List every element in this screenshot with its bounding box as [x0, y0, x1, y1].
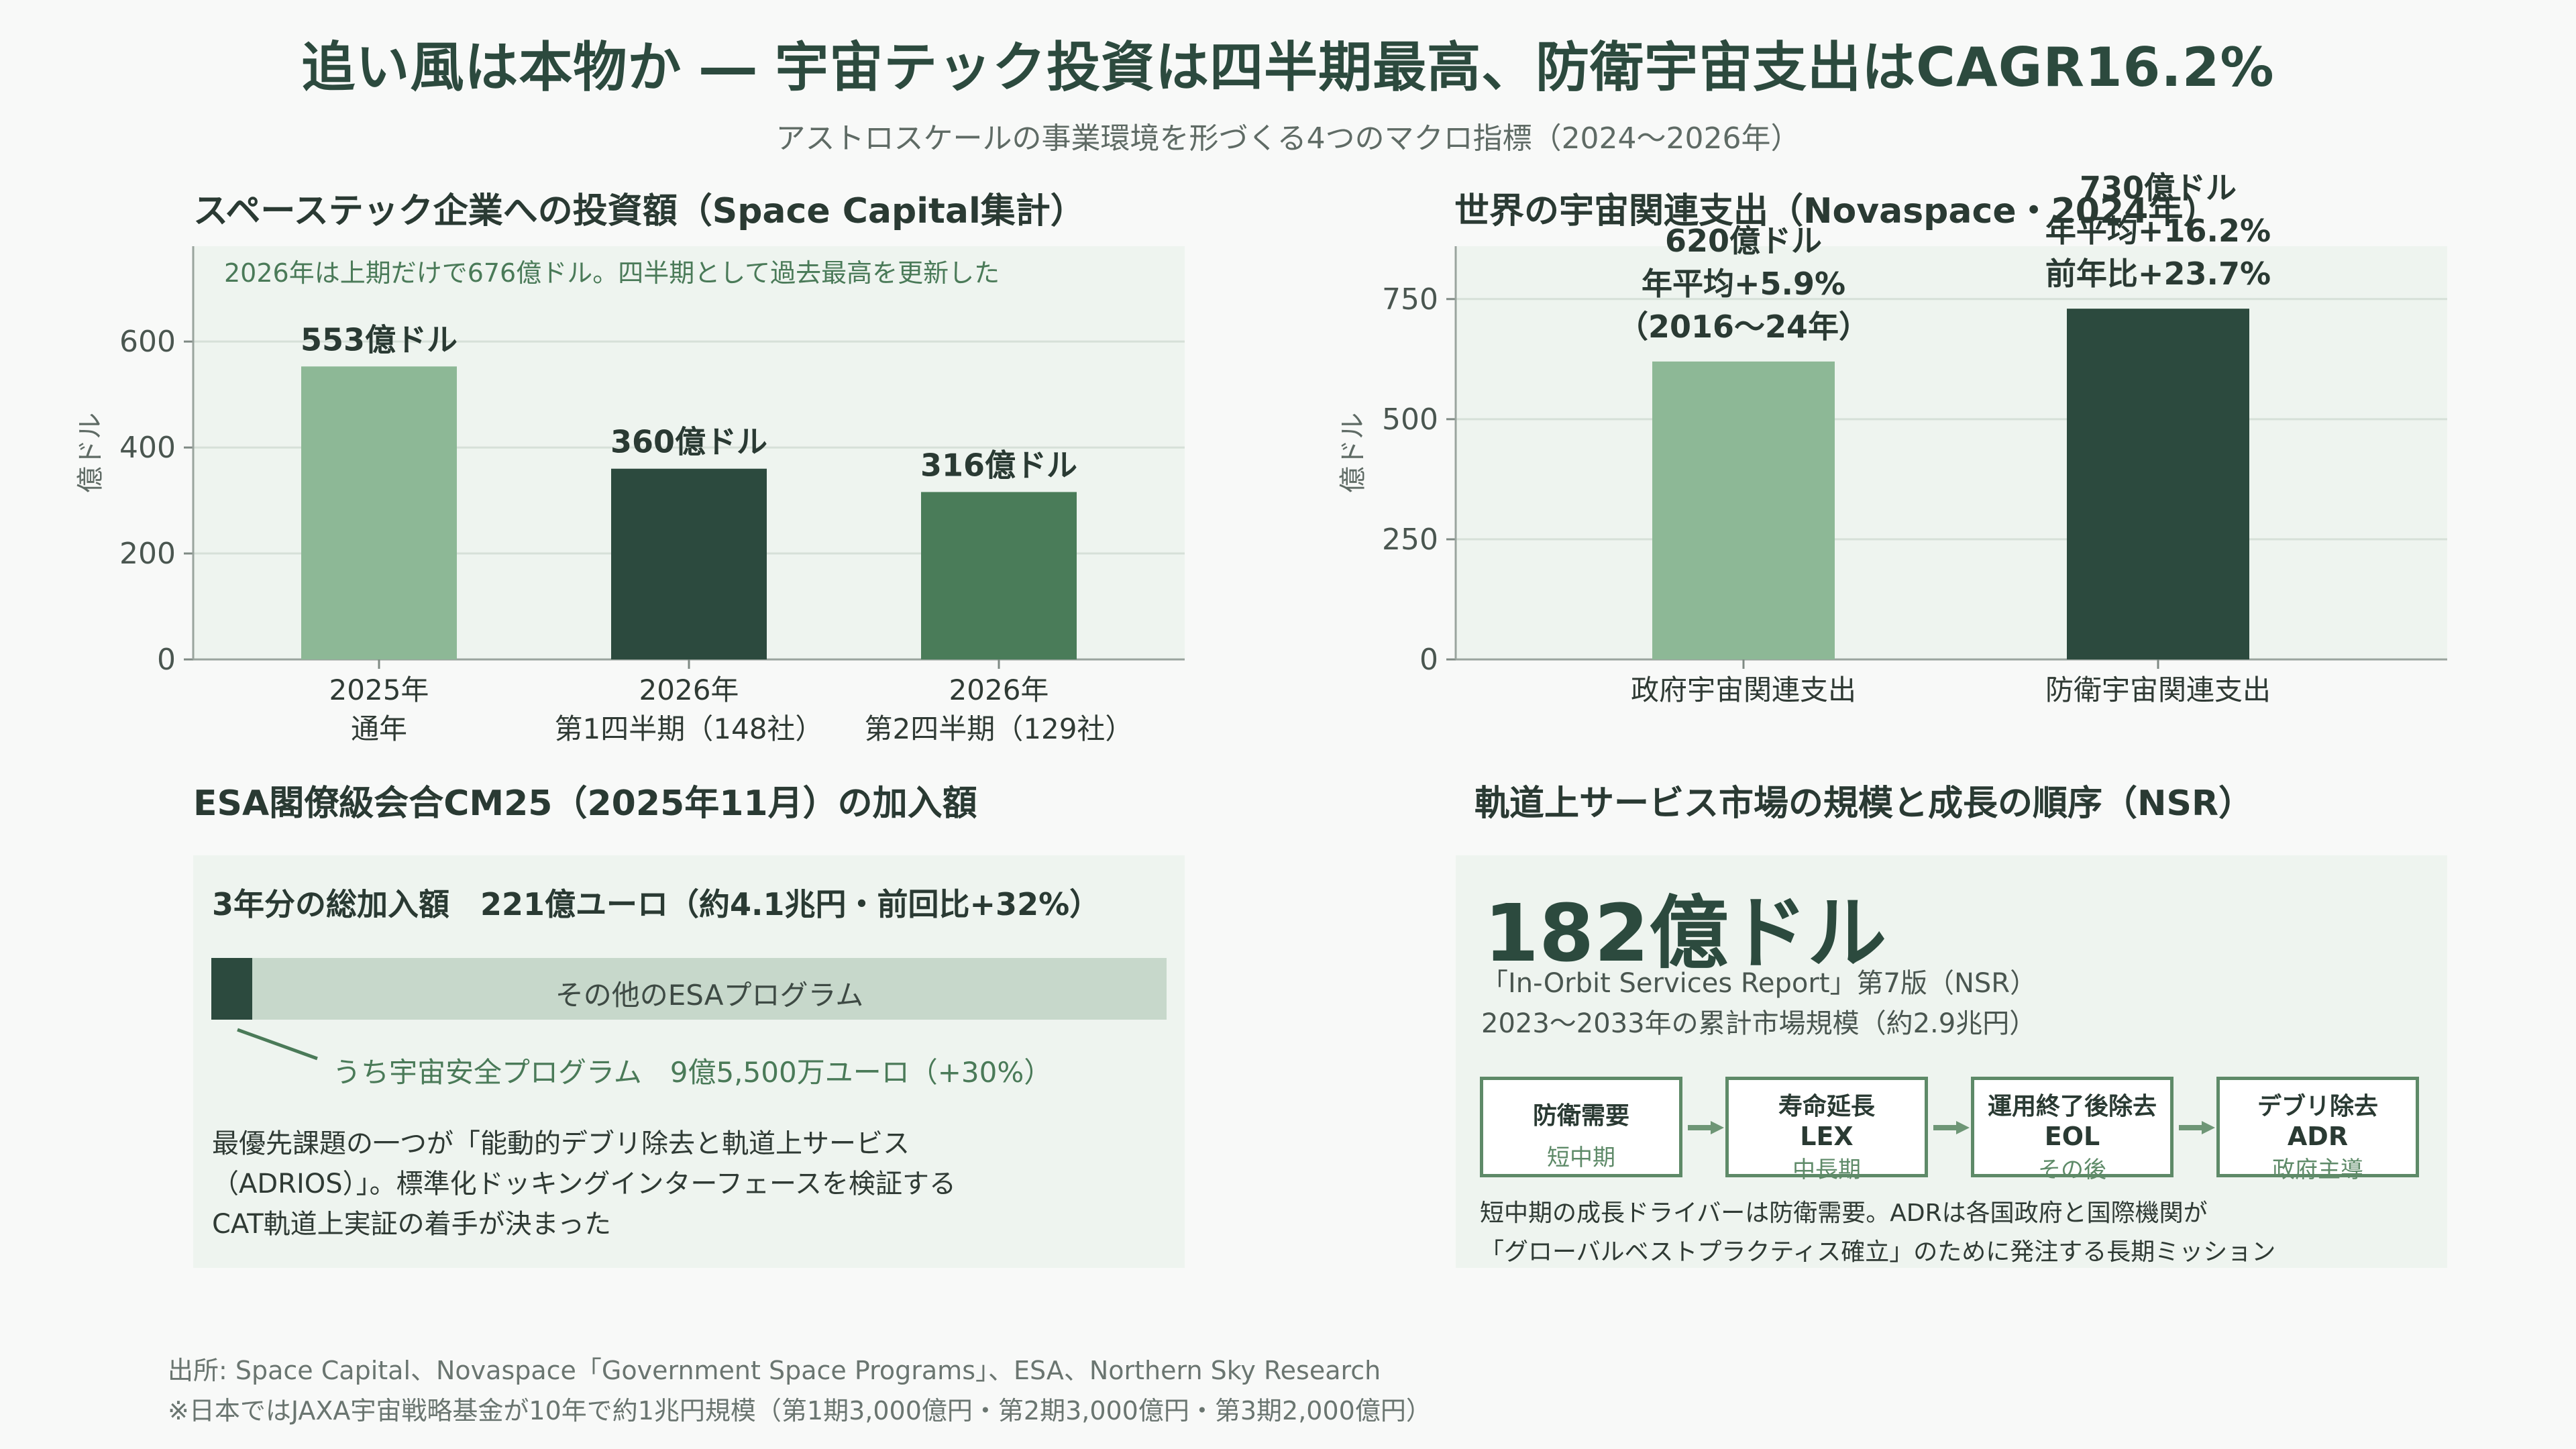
y-tick-label: 400: [119, 431, 176, 465]
bar: [611, 468, 767, 659]
nsr-panel-title: 軌道上サービス市場の規模と成長の順序（NSR）: [1474, 784, 2254, 824]
bar: [921, 492, 1077, 659]
footnote: ※日本ではJAXA宇宙戦略基金が10年で約1兆円規模（第1期3,000億円・第2…: [168, 1396, 1432, 1426]
data-label: 620億ドル: [1665, 223, 1822, 259]
bar: [2067, 309, 2249, 659]
data-label: 年平均+16.2%: [2045, 213, 2271, 249]
stage-abbr: ADR: [2287, 1122, 2349, 1151]
page-title: 追い風は本物か ― 宇宙テック投資は四半期最高、防衛宇宙支出はCAGR16.2%: [301, 36, 2275, 99]
chart-annotation: 2026年は上期だけで676億ドル。四半期として過去最高を更新した: [224, 258, 1000, 288]
plot-area: [1456, 246, 2447, 659]
stage-timing: 短中期: [1547, 1144, 1615, 1171]
arrow-right-icon: [1688, 1121, 1724, 1134]
source-note: 出所: Space Capital、Novaspace「Government S…: [168, 1356, 1381, 1385]
x-tick-label: 2025年: [329, 674, 429, 706]
stage-name: デブリ除去: [2257, 1093, 2378, 1120]
stage-defense: 防衛需要 短中期: [1480, 1077, 1682, 1177]
stage-name: 寿命延長: [1778, 1093, 1875, 1120]
data-label: 前年比+23.7%: [2045, 256, 2271, 292]
data-label: 360億ドル: [610, 424, 767, 460]
stage-name: 運用終了後除去: [1987, 1093, 2157, 1120]
stage-timing: 政府主導: [2272, 1157, 2363, 1183]
y-tick-label: 600: [119, 325, 176, 359]
page-subtitle: アストロスケールの事業環境を形づくる4つのマクロ指標（2024〜2026年）: [775, 121, 1801, 156]
data-label: 316億ドル: [920, 447, 1077, 483]
esa-callout-line: [237, 1028, 318, 1061]
data-label: 730億ドル: [2080, 170, 2237, 206]
x-tick-label: 第2四半期（129社）: [865, 712, 1134, 745]
y-axis-label: 億ドル: [1338, 413, 1368, 493]
x-tick-label: 政府宇宙関連支出: [1631, 674, 1856, 706]
investment-chart-title: スペーステック企業への投資額（Space Capital集計）: [193, 191, 1085, 231]
x-tick-label: 防衛宇宙関連支出: [2045, 674, 2271, 706]
esa-total-bar: その他のESAプログラム: [211, 958, 1167, 1020]
nsr-desc-line: 短中期の成長ドライバーは防衛需要。ADRは各国政府と国際機関が: [1480, 1199, 2208, 1227]
stage-name: 防衛需要: [1532, 1102, 1629, 1130]
esa-other-label: その他のESAプログラム: [555, 979, 864, 1012]
arrow-right-icon: [2179, 1121, 2215, 1134]
x-tick-label: 2026年: [639, 674, 739, 706]
esa-panel: 3年分の総加入額 221億ユーロ（約4.1兆円・前回比+32%） その他のESA…: [193, 855, 1185, 1268]
esa-description: 最優先課題の一つが「能動的デブリ除去と軌道上サービス （ADRIOS）」。標準化…: [212, 1124, 956, 1244]
y-tick-label: 750: [1382, 282, 1438, 317]
y-tick-label: 200: [119, 537, 176, 571]
y-tick-label: 250: [1382, 523, 1438, 557]
stage-debris-removal: デブリ除去 ADR 政府主導: [2216, 1077, 2419, 1183]
bar: [1652, 361, 1835, 659]
nsr-panel: 182億ドル 「In-Orbit Services Report」第7版（NSR…: [1456, 855, 2447, 1268]
stage-timing: 中長期: [1792, 1157, 1861, 1183]
bar: [301, 366, 457, 659]
esa-desc-line: CAT軌道上実証の着手が決まった: [212, 1209, 612, 1240]
y-tick-label: 500: [1382, 402, 1438, 437]
stage-end-of-life: 運用終了後除去 EOL その後: [1971, 1077, 2174, 1183]
y-tick-label: 0: [157, 643, 176, 677]
x-tick-label: 第1四半期（148社）: [555, 712, 824, 745]
esa-safety-segment: [211, 958, 252, 1020]
nsr-description: 短中期の成長ドライバーは防衛需要。ADRは各国政府と国際機関が 「グローバルベス…: [1480, 1194, 2275, 1272]
arrow-right-icon: [1933, 1121, 1970, 1134]
nsr-desc-line: 「グローバルベストプラクティス確立」のために発注する長期ミッション: [1480, 1238, 2276, 1266]
y-tick-label: 0: [1419, 643, 1438, 677]
stage-abbr: EOL: [2044, 1122, 2100, 1151]
data-label: 553億ドル: [301, 321, 458, 358]
y-axis-label: 億ドル: [75, 413, 106, 493]
x-tick-label: 2026年: [949, 674, 1049, 706]
data-label: （2016〜24年）: [1617, 309, 1870, 345]
stage-life-extension: 寿命延長 LEX 中長期: [1725, 1077, 1928, 1183]
nsr-report-line: 「In-Orbit Services Report」第7版（NSR）: [1481, 968, 2037, 999]
esa-total-label: 3年分の総加入額 221億ユーロ（約4.1兆円・前回比+32%）: [212, 886, 1101, 922]
nsr-market-line: 2023〜2033年の累計市場規模（約2.9兆円）: [1481, 1008, 2037, 1039]
spending-chart-title: 世界の宇宙関連支出（Novaspace・2024年）: [1454, 191, 2218, 231]
esa-desc-line: （ADRIOS）」。標準化ドッキングインターフェースを検証する: [212, 1169, 957, 1199]
x-tick-label: 通年: [351, 712, 407, 745]
stage-abbr: LEX: [1800, 1122, 1854, 1151]
nsr-market-value: 182億ドル: [1484, 887, 1887, 979]
esa-panel-title: ESA閣僚級会合CM25（2025年11月）の加入額: [193, 784, 977, 824]
data-label: 年平均+5.9%: [1642, 266, 1845, 302]
esa-desc-line: 最優先課題の一つが「能動的デブリ除去と軌道上サービス: [212, 1128, 910, 1159]
esa-safety-callout: うち宇宙安全プログラム 9億5,500万ユーロ（+30%）: [333, 1056, 1053, 1089]
stage-timing: その後: [2038, 1157, 2106, 1183]
